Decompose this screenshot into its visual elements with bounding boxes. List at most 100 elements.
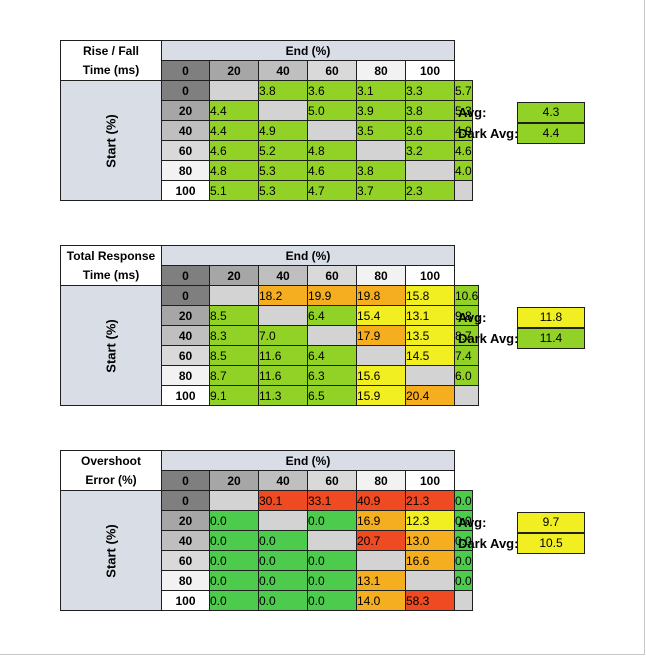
heatmap-block: Overshoot End (%) Error (%) 0 20 40 60 80 100 Sta… [60,450,473,611]
data-cell: 30.1 [258,490,308,511]
column-header: 40 [258,265,308,286]
data-cell: 3.5 [356,120,406,141]
data-cell: 6.4 [307,345,357,366]
row-header: 60 [161,550,210,571]
data-cell: 13.1 [356,570,406,591]
column-header: 100 [405,470,455,491]
data-cell: 3.7 [356,180,406,201]
data-cell: 3.8 [356,160,406,181]
row-header: 20 [161,100,210,121]
row-header: 40 [161,325,210,346]
diagonal-cell [454,590,473,611]
data-cell: 0.0 [454,490,473,511]
diagonal-cell [258,100,308,121]
data-cell: 0.0 [307,570,357,591]
start-axis-label-cell: Start (%) [60,490,162,611]
data-cell: 0.0 [258,590,308,611]
avg-label: Avg: [458,310,487,325]
row-header: 60 [161,140,210,161]
heatmap-block: Total Response End (%) Time (ms) 0 20 40 60 80 1… [60,245,480,406]
data-cell: 16.9 [356,510,406,531]
diagonal-cell [258,510,308,531]
diagonal-cell [209,285,259,306]
heatmap-table: Total Response End (%) Time (ms) 0 20 40 60 80 1… [60,245,480,406]
data-cell: 0.0 [258,530,308,551]
data-cell: 0.0 [209,570,259,591]
heatmap-table: Rise / Fall End (%) Time (ms) 0 20 40 60 80 100 S… [60,40,473,201]
data-cell: 8.5 [209,345,259,366]
data-cell: 8.5 [209,305,259,326]
avg-label: Avg: [458,515,487,530]
data-cell: 4.4 [209,120,259,141]
column-header: 20 [209,265,259,286]
start-axis-label: Start (%) [103,318,119,373]
column-header: 0 [161,470,210,491]
diagonal-cell [405,365,455,386]
row-header: 100 [161,385,210,406]
data-cell: 4.7 [307,180,357,201]
data-cell: 9.8 [453,305,480,326]
table-row: 100 0.0 0.0 0.0 14.0 58.3 [61,590,473,611]
data-cell: 0.0 [307,550,357,571]
data-cell: 4.9 [258,120,308,141]
data-cell: 0.0 [454,570,473,591]
column-header: 80 [356,60,406,81]
row-header: 0 [161,80,210,101]
data-cell: 8.3 [209,325,259,346]
data-cell: 3.2 [405,140,455,161]
data-cell: 16.6 [405,550,455,571]
diagonal-cell [307,530,357,551]
column-header: 40 [258,60,308,81]
data-cell: 58.3 [405,590,455,611]
dark-avg-label: Dark Avg: [458,126,519,141]
start-axis-label-cell: Start (%) [60,285,162,406]
data-cell: 15.8 [405,285,455,306]
diagonal-cell [356,550,406,571]
table-row: 60 0.0 0.0 0.0 16.6 0.0 [61,550,473,571]
data-cell: 4.6 [209,140,259,161]
diagonal-cell [356,140,406,161]
avg-label: Avg: [458,105,487,120]
data-cell: 0.0 [209,510,259,531]
diagonal-cell [453,385,480,406]
data-cell: 3.6 [405,120,455,141]
table-row: Start (%) 0 30.1 33.1 40.9 21.3 0.0 [60,490,473,611]
start-axis-label: Start (%) [103,523,119,578]
data-cell: 5.3 [454,100,473,121]
data-cell: 19.8 [356,285,406,306]
data-cell: 3.9 [356,100,406,121]
table-row: 80 0.0 0.0 0.0 13.1 0.0 [61,570,473,591]
table-row: 40 4.4 4.9 3.5 3.6 4.9 [61,120,473,141]
data-cell: 14.0 [356,590,406,611]
data-cell: 4.4 [209,100,259,121]
diagonal-cell [258,305,308,326]
table-row: 40 0.0 0.0 20.7 13.0 0.0 [61,530,473,551]
data-cell: 15.4 [356,305,406,326]
column-header: 20 [209,60,259,81]
data-cell: 9.1 [209,385,259,406]
column-header: 20 [209,470,259,491]
data-cell: 3.3 [405,80,455,101]
column-header: 60 [307,470,357,491]
row-header: 20 [161,510,210,531]
data-cell: 5.3 [258,180,308,201]
data-cell: 7.0 [258,325,308,346]
data-cell: 7.4 [453,345,480,366]
data-cell: 6.0 [453,365,480,386]
data-cell: 11.3 [258,385,308,406]
data-cell: 11.6 [258,345,308,366]
data-cell: 14.5 [405,345,455,366]
data-cell: 5.7 [454,80,473,101]
chart-title-line1: Overshoot [60,450,162,471]
data-cell: 0.0 [209,550,259,571]
data-cell: 18.2 [258,285,308,306]
heatmap-block: Rise / Fall End (%) Time (ms) 0 20 40 60 80 100 S… [60,40,473,201]
data-cell: 5.0 [307,100,357,121]
data-cell: 19.9 [307,285,357,306]
data-cell: 4.0 [454,160,473,181]
diagonal-cell [307,325,357,346]
data-cell: 13.0 [405,530,455,551]
diagonal-cell [209,80,259,101]
data-cell: 17.9 [356,325,406,346]
